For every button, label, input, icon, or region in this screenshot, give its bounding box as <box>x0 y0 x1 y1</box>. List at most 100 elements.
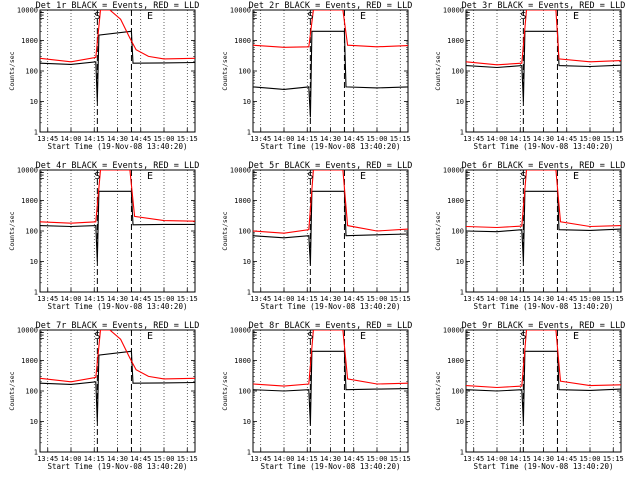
y-tick-label: 1000 <box>234 197 251 205</box>
y-axis-label: Counts/sec <box>221 371 229 410</box>
chart-title: Det 1r BLACK = Events, RED = LLD <box>36 1 200 11</box>
x-tick-label: 14:00 <box>273 135 294 143</box>
chart-title: Det 3r BLACK = Events, RED = LLD <box>462 1 626 11</box>
event-marker-label: S <box>307 331 313 342</box>
y-tick-label: 1 <box>460 449 464 457</box>
x-axis-label: Start Time (19-Nov-08 13:40:20) <box>48 462 188 471</box>
y-tick-label: 100 <box>451 388 464 396</box>
x-tick-label: 15:15 <box>390 135 411 143</box>
x-tick-label: 15:00 <box>153 295 174 303</box>
y-tick-label: 10000 <box>17 327 38 335</box>
x-tick-label: 14:00 <box>60 135 81 143</box>
y-tick-label: 1000 <box>234 37 251 45</box>
x-tick-label: 13:45 <box>463 455 484 463</box>
x-axis-label: Start Time (19-Nov-08 13:40:20) <box>261 142 401 151</box>
event-marker-label: E <box>360 11 366 22</box>
y-axis-label: Counts/sec <box>8 371 16 410</box>
x-axis-label: Start Time (19-Nov-08 13:40:20) <box>474 302 614 311</box>
y-tick-label: 10 <box>456 418 464 426</box>
y-tick-label: 1000 <box>447 197 464 205</box>
chart-title: Det 8r BLACK = Events, RED = LLD <box>249 321 413 331</box>
event-marker-label: E <box>39 11 45 22</box>
y-tick-label: 10 <box>243 258 251 266</box>
event-marker-label: E <box>147 11 153 22</box>
chart-panel-5: Det 5r BLACK = Events, RED = LLD 1 10 100 10… <box>221 161 412 311</box>
y-tick-label: 1 <box>247 289 251 297</box>
x-tick-label: 14:00 <box>273 295 294 303</box>
y-tick-label: 1 <box>460 289 464 297</box>
y-axis-label: Counts/sec <box>221 211 229 250</box>
x-tick-label: 15:00 <box>153 455 174 463</box>
x-tick-label: 13:45 <box>250 295 271 303</box>
x-tick-label: 14:30 <box>320 295 341 303</box>
x-tick-label: 14:30 <box>320 455 341 463</box>
y-tick-label: 1000 <box>21 197 38 205</box>
y-tick-label: 10000 <box>17 7 38 15</box>
x-tick-label: 14:30 <box>533 135 554 143</box>
x-tick-label: 14:45 <box>556 295 577 303</box>
x-tick-label: 15:00 <box>579 455 600 463</box>
y-tick-label: 10000 <box>443 327 464 335</box>
x-tick-label: 13:45 <box>37 135 58 143</box>
chart-title: Det 6r BLACK = Events, RED = LLD <box>462 161 626 171</box>
chart-panel-8: Det 8r BLACK = Events, RED = LLD 1 10 100 10… <box>221 321 412 471</box>
event-marker-label: S <box>520 331 526 342</box>
y-tick-label: 1 <box>460 129 464 137</box>
y-tick-label: 100 <box>25 388 38 396</box>
y-axis-label: Counts/sec <box>434 371 442 410</box>
y-tick-label: 10000 <box>230 167 251 175</box>
x-axis-label: Start Time (19-Nov-08 13:40:20) <box>261 302 401 311</box>
x-tick-label: 15:15 <box>177 455 198 463</box>
x-tick-label: 14:15 <box>297 295 318 303</box>
x-tick-label: 15:15 <box>177 295 198 303</box>
event-marker-label: S <box>307 11 313 22</box>
chart-title: Det 9r BLACK = Events, RED = LLD <box>462 321 626 331</box>
x-axis-label: Start Time (19-Nov-08 13:40:20) <box>474 142 614 151</box>
series-line-lld <box>40 170 195 224</box>
x-tick-label: 14:45 <box>343 455 364 463</box>
event-marker-label: E <box>465 331 471 342</box>
y-tick-label: 1 <box>34 289 38 297</box>
y-tick-label: 10000 <box>443 167 464 175</box>
y-axis-label: Counts/sec <box>8 51 16 90</box>
chart-title: Det 4r BLACK = Events, RED = LLD <box>36 161 200 171</box>
event-marker-label: E <box>252 11 258 22</box>
y-tick-label: 10000 <box>17 167 38 175</box>
event-marker-label: E <box>360 171 366 182</box>
x-tick-label: 14:45 <box>130 455 151 463</box>
y-axis-label: Counts/sec <box>8 211 16 250</box>
x-tick-label: 14:00 <box>486 295 507 303</box>
series-line-events <box>466 30 621 102</box>
x-tick-label: 15:00 <box>366 135 387 143</box>
event-marker-label: E <box>39 171 45 182</box>
chart-panel-4: Det 4r BLACK = Events, RED = LLD 1 10 100 10… <box>8 161 199 311</box>
series-line-events <box>253 30 408 118</box>
x-tick-label: 14:15 <box>84 455 105 463</box>
y-axis-label: Counts/sec <box>434 51 442 90</box>
x-tick-label: 14:30 <box>320 135 341 143</box>
x-tick-label: 14:30 <box>533 295 554 303</box>
y-axis-label: Counts/sec <box>221 51 229 90</box>
event-marker-label: E <box>252 171 258 182</box>
series-line-lld <box>466 330 621 389</box>
series-line-lld <box>253 330 408 387</box>
chart-panel-7: Det 7r BLACK = Events, RED = LLD 1 10 100 10… <box>8 321 199 471</box>
y-tick-label: 1 <box>34 449 38 457</box>
x-tick-label: 13:45 <box>250 135 271 143</box>
y-tick-label: 1 <box>247 129 251 137</box>
x-tick-label: 14:30 <box>107 455 128 463</box>
y-tick-label: 1000 <box>447 357 464 365</box>
x-tick-label: 14:15 <box>510 135 531 143</box>
x-tick-label: 14:15 <box>510 295 531 303</box>
x-tick-label: 14:45 <box>130 135 151 143</box>
x-tick-label: 14:45 <box>556 455 577 463</box>
y-tick-label: 10 <box>30 258 38 266</box>
x-tick-label: 15:00 <box>579 135 600 143</box>
y-axis-label: Counts/sec <box>434 211 442 250</box>
x-axis-label: Start Time (19-Nov-08 13:40:20) <box>48 302 188 311</box>
series-line-events <box>40 30 195 102</box>
x-tick-label: 15:00 <box>366 455 387 463</box>
y-tick-label: 10000 <box>230 7 251 15</box>
y-tick-label: 10 <box>243 418 251 426</box>
y-tick-label: 1000 <box>21 357 38 365</box>
